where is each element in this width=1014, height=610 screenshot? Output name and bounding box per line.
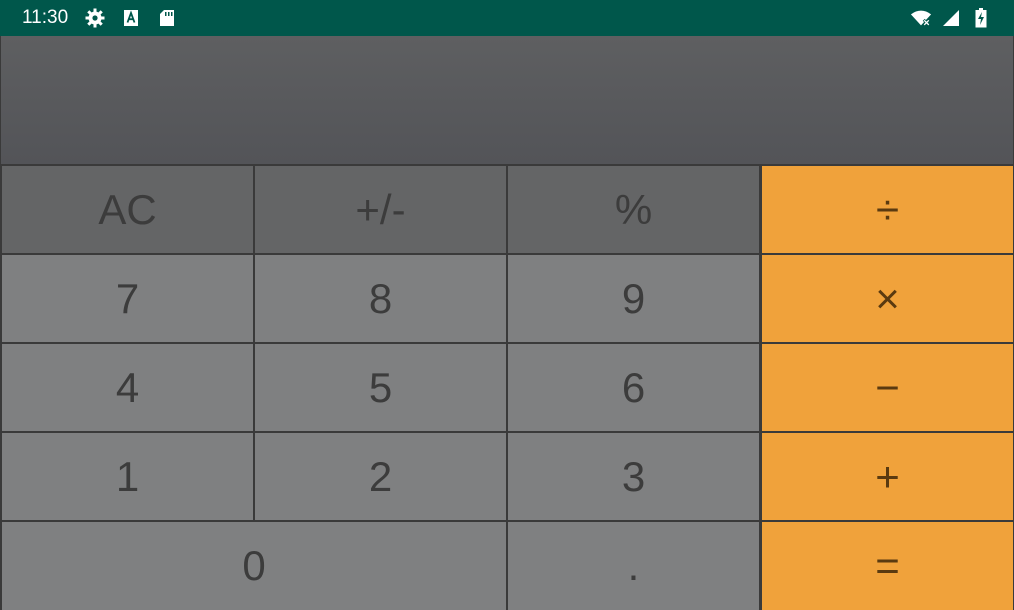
clear-button[interactable]: AC (2, 166, 253, 253)
keypad: AC +/- % ÷ 7 8 9 × 4 5 6 − 1 2 3 + 0 . = (0, 164, 1014, 610)
a-box-icon (120, 7, 142, 29)
digit-9-button[interactable]: 9 (508, 255, 759, 342)
status-left-icons (84, 7, 178, 29)
signal-icon (940, 7, 962, 29)
multiply-button[interactable]: × (762, 255, 1013, 342)
percent-button[interactable]: % (508, 166, 759, 253)
digit-0-button[interactable]: 0 (2, 522, 506, 610)
status-time: 11:30 (22, 7, 69, 28)
sd-card-icon (156, 7, 178, 29)
digit-3-button[interactable]: 3 (508, 433, 759, 520)
subtract-button[interactable]: − (762, 344, 1013, 431)
digit-5-button[interactable]: 5 (255, 344, 506, 431)
equals-button[interactable]: = (762, 522, 1013, 610)
status-bar: 11:30 (0, 0, 1014, 36)
digit-7-button[interactable]: 7 (2, 255, 253, 342)
plus-minus-button[interactable]: +/- (255, 166, 506, 253)
gear-icon (84, 7, 106, 29)
add-button[interactable]: + (762, 433, 1013, 520)
digit-6-button[interactable]: 6 (508, 344, 759, 431)
battery-charging-icon (970, 7, 992, 29)
status-right-icons (910, 7, 992, 29)
calculator-display (1, 36, 1013, 164)
digit-2-button[interactable]: 2 (255, 433, 506, 520)
digit-4-button[interactable]: 4 (2, 344, 253, 431)
divide-button[interactable]: ÷ (762, 166, 1013, 253)
wifi-off-icon (910, 7, 932, 29)
digit-1-button[interactable]: 1 (2, 433, 253, 520)
decimal-point-button[interactable]: . (508, 522, 759, 610)
digit-8-button[interactable]: 8 (255, 255, 506, 342)
